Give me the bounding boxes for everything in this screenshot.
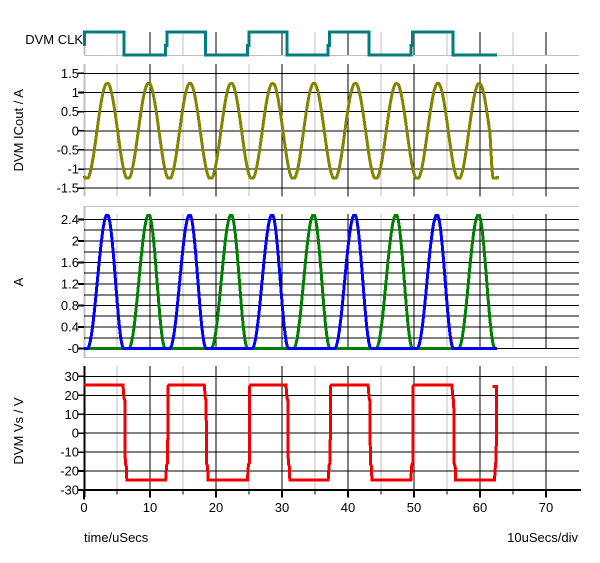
svg-text:-1.5: -1.5: [57, 181, 79, 196]
svg-text:0: 0: [72, 426, 79, 441]
svg-text:40: 40: [341, 500, 355, 515]
svg-text:60: 60: [473, 500, 487, 515]
svg-text:0.4: 0.4: [61, 320, 79, 335]
svg-text:30: 30: [275, 500, 289, 515]
svg-text:30: 30: [65, 369, 79, 384]
svg-text:20: 20: [209, 500, 223, 515]
svg-text:10uSecs/div: 10uSecs/div: [507, 530, 578, 545]
svg-text:50: 50: [407, 500, 421, 515]
svg-text:70: 70: [539, 500, 553, 515]
svg-text:-0: -0: [67, 341, 79, 356]
svg-text:-20: -20: [60, 464, 79, 479]
svg-text:-0.5: -0.5: [57, 142, 79, 157]
svg-text:20: 20: [65, 388, 79, 403]
svg-text:10: 10: [143, 500, 157, 515]
svg-text:10: 10: [65, 407, 79, 422]
svg-text:1.5: 1.5: [61, 66, 79, 81]
svg-text:-10: -10: [60, 445, 79, 460]
svg-text:DVM Vs / V: DVM Vs / V: [11, 397, 26, 465]
svg-text:1.2: 1.2: [61, 277, 79, 292]
svg-text:0.8: 0.8: [61, 298, 79, 313]
svg-text:DVM ICout / A: DVM ICout / A: [11, 89, 26, 172]
svg-text:-1: -1: [67, 162, 79, 177]
svg-text:time/uSecs: time/uSecs: [84, 530, 149, 545]
svg-text:1: 1: [72, 85, 79, 100]
svg-text:1.6: 1.6: [61, 255, 79, 270]
svg-text:0: 0: [80, 500, 87, 515]
svg-text:2: 2: [72, 234, 79, 249]
svg-text:A: A: [11, 277, 26, 286]
svg-text:0: 0: [72, 123, 79, 138]
svg-text:DVM CLK: DVM CLK: [25, 32, 83, 47]
svg-text:-30: -30: [60, 482, 79, 497]
svg-text:0.5: 0.5: [61, 104, 79, 119]
svg-text:2.4: 2.4: [61, 212, 79, 227]
